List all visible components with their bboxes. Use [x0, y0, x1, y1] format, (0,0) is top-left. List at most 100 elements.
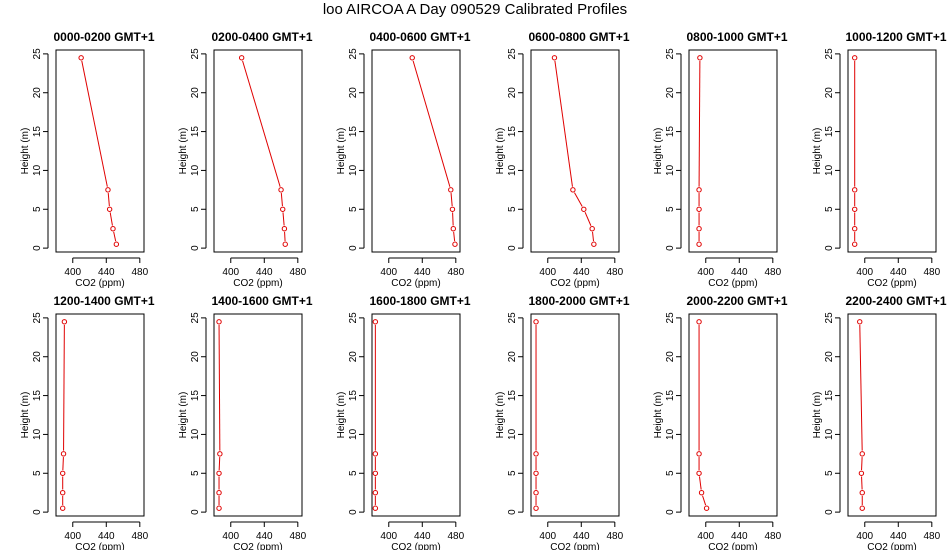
- panel-12: 2200-2400 GMT+1 0 5 10 15 20 25 Height (m) 400 44…: [812, 294, 947, 550]
- profile-segment: [242, 60, 281, 187]
- data-point: [452, 241, 458, 247]
- data-point: [696, 319, 702, 325]
- y-axis-label: Height (m): [812, 392, 823, 439]
- plot-frame: [371, 313, 461, 517]
- y-tick-label: 10: [507, 164, 518, 176]
- y-tick-label: 25: [190, 312, 201, 324]
- x-tick-label: 480: [923, 531, 940, 542]
- data-point: [105, 187, 111, 193]
- x-axis-label: CO2 (ppm): [75, 542, 124, 550]
- y-tick-label: 5: [348, 206, 359, 212]
- x-axis-label: CO2 (ppm): [391, 278, 440, 289]
- panel-2: 0200-0400 GMT+1 0 5 10 15 20 25 Height (m) 400 44…: [178, 30, 313, 289]
- x-tick-label: 400: [64, 531, 81, 542]
- data-point: [852, 206, 858, 212]
- data-point: [696, 206, 702, 212]
- y-tick-label: 20: [348, 351, 359, 363]
- x-tick-label: 440: [890, 531, 907, 542]
- panel-title: 2000-2200 GMT+1: [686, 294, 787, 308]
- plot-frame: [371, 49, 461, 253]
- y-tick-label: 5: [32, 206, 43, 212]
- profile-segment: [81, 60, 108, 187]
- x-tick-label: 440: [414, 267, 431, 278]
- x-tick-label: 480: [764, 267, 781, 278]
- data-point: [589, 225, 595, 232]
- profile-segment: [452, 212, 454, 226]
- x-axis-label: CO2 (ppm): [550, 278, 599, 289]
- data-point: [859, 489, 865, 496]
- x-tick-label: 440: [256, 267, 273, 278]
- data-point: [698, 489, 705, 496]
- profile-segment: [453, 231, 456, 242]
- y-tick-label: 5: [665, 206, 676, 212]
- panel-title: 2200-2400 GMT+1: [845, 294, 946, 308]
- data-point: [696, 241, 702, 247]
- plot-frame: [55, 49, 145, 253]
- y-tick-label: 0: [190, 509, 201, 515]
- x-axis-label: CO2 (ppm): [708, 278, 757, 289]
- profile-segment: [861, 457, 863, 471]
- y-axis-label: Height (m): [178, 128, 189, 175]
- data-point: [852, 55, 858, 61]
- x-tick-label: 440: [731, 531, 748, 542]
- data-point: [372, 505, 379, 511]
- data-point: [281, 225, 288, 232]
- plot-frame: [688, 49, 778, 253]
- x-axis-label: CO2 (ppm): [867, 542, 916, 550]
- y-tick-label: 15: [665, 390, 676, 402]
- data-point: [372, 319, 379, 325]
- data-point: [859, 451, 865, 457]
- x-tick-label: 400: [64, 267, 81, 278]
- panel-title: 0200-0400 GMT+1: [211, 30, 312, 44]
- data-point: [60, 505, 66, 511]
- data-point: [450, 225, 456, 232]
- data-point: [113, 241, 120, 247]
- profile-segment: [584, 212, 592, 226]
- x-tick-label: 400: [856, 267, 873, 278]
- panel-3: 0400-0600 GMT+1 0 5 10 15 20 25 Height (m) 400 44…: [336, 30, 471, 289]
- profile-segment: [282, 212, 285, 226]
- data-point: [533, 319, 539, 325]
- y-axis-label: Height (m): [653, 128, 664, 175]
- x-tick-label: 400: [539, 267, 556, 278]
- y-tick-label: 20: [824, 87, 835, 99]
- data-point: [533, 470, 539, 476]
- panel-title: 1800-2000 GMT+1: [528, 294, 629, 308]
- data-point: [449, 206, 456, 212]
- data-point: [852, 187, 858, 193]
- y-tick-label: 25: [348, 48, 359, 60]
- y-axis-label: Height (m): [20, 392, 31, 439]
- x-axis-label: CO2 (ppm): [867, 278, 916, 289]
- data-point: [110, 225, 116, 232]
- x-tick-label: 480: [447, 267, 464, 278]
- data-point: [852, 225, 858, 232]
- y-tick-label: 20: [32, 351, 43, 363]
- y-tick-label: 10: [824, 164, 835, 176]
- data-point: [372, 451, 379, 457]
- data-point: [280, 206, 286, 212]
- y-tick-label: 10: [190, 428, 201, 440]
- data-point: [216, 319, 222, 325]
- y-axis-label: Height (m): [653, 392, 664, 439]
- plot-frame: [847, 313, 937, 517]
- x-tick-label: 440: [98, 531, 115, 542]
- y-tick-label: 10: [507, 428, 518, 440]
- x-tick-label: 480: [606, 267, 623, 278]
- data-point: [852, 241, 858, 247]
- x-tick-label: 440: [573, 267, 590, 278]
- x-tick-label: 480: [131, 267, 148, 278]
- y-tick-label: 15: [190, 390, 201, 402]
- panel-title: 1200-1400 GMT+1: [53, 294, 154, 308]
- y-tick-label: 0: [665, 509, 676, 515]
- data-point: [238, 55, 245, 61]
- y-tick-label: 20: [348, 87, 359, 99]
- y-tick-label: 20: [507, 87, 518, 99]
- x-tick-label: 480: [289, 267, 306, 278]
- panel-title: 0000-0200 GMT+1: [53, 30, 154, 44]
- profile-segment: [554, 60, 573, 187]
- plot-frame: [688, 313, 778, 517]
- y-tick-label: 15: [665, 126, 676, 138]
- y-tick-label: 5: [507, 470, 518, 476]
- y-tick-label: 10: [824, 428, 835, 440]
- y-axis-label: Height (m): [495, 392, 506, 439]
